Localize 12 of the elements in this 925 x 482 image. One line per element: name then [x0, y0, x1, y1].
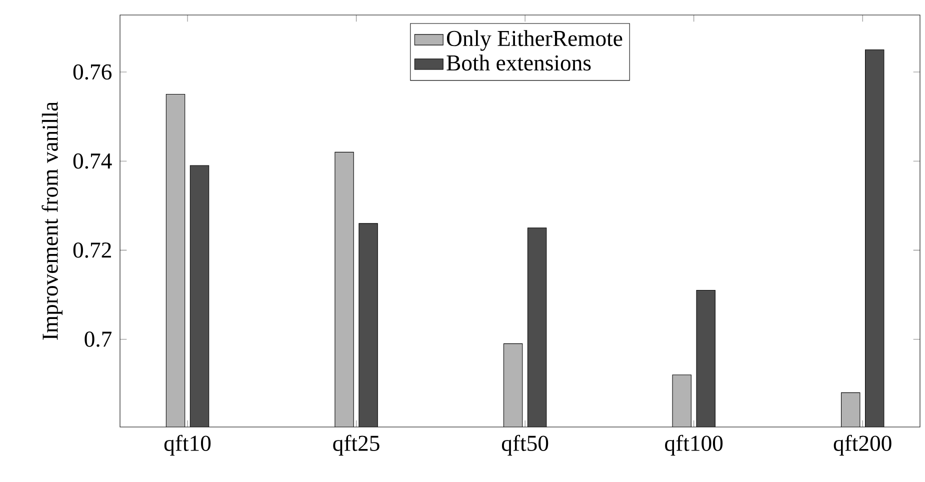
y-tick-label: 0.72	[73, 242, 111, 258]
y-axis-title: Improvement from vanilla	[42, 102, 62, 340]
x-tick-label: qft100	[665, 434, 723, 456]
y-tick-label: 0.74	[73, 153, 112, 169]
legend-label: Both extensions	[446, 54, 591, 71]
x-tick-label: qft25	[333, 434, 380, 456]
legend-label: Only EitherRemote	[446, 30, 622, 51]
x-tick-label: qft50	[502, 434, 548, 456]
y-tick-label: 0.76	[73, 64, 112, 80]
y-tick-label: 0.7	[84, 332, 112, 347]
x-tick-label: qft200	[834, 434, 892, 456]
x-tick-label: qft10	[164, 434, 211, 456]
